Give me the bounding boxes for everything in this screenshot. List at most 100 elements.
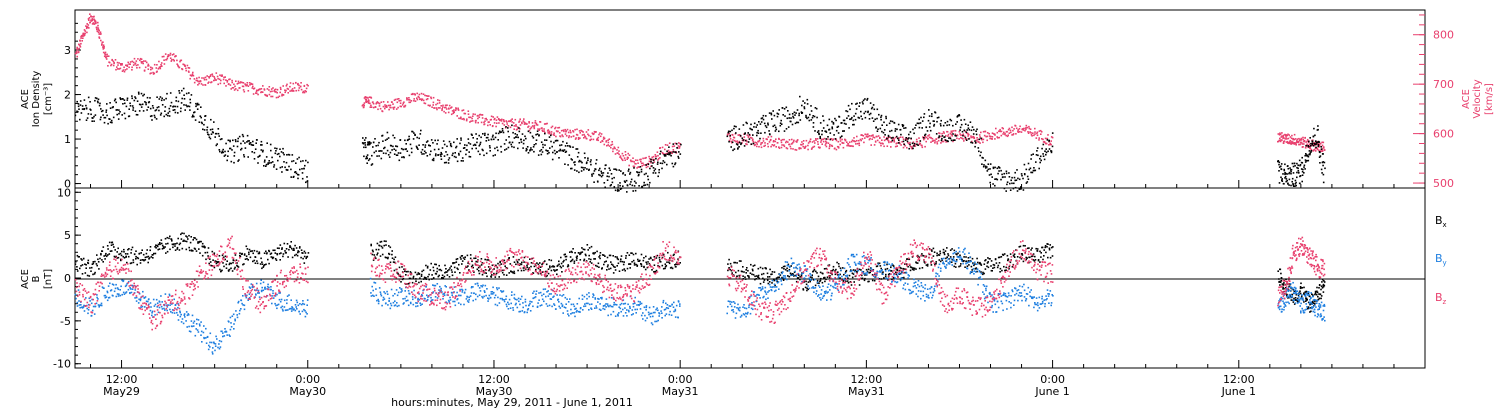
velocity-point	[285, 89, 287, 92]
velocity-point	[539, 121, 542, 123]
density-point	[1297, 164, 1299, 167]
density-point	[112, 116, 115, 119]
velocity-point	[425, 98, 428, 101]
velocity-point	[1308, 143, 1311, 146]
bx-point	[539, 266, 542, 268]
bx-point	[1282, 286, 1284, 289]
velocity-point	[477, 117, 479, 120]
bx-point	[852, 273, 855, 275]
velocity-point	[760, 143, 762, 146]
bx-point	[256, 250, 258, 253]
velocity-point	[441, 109, 443, 112]
velocity-point	[559, 135, 562, 138]
density-point	[487, 133, 489, 136]
bx-point	[926, 263, 929, 266]
density-point	[727, 131, 730, 134]
density-point	[373, 151, 376, 154]
density-point	[200, 106, 202, 108]
density-point	[92, 117, 94, 119]
density-point	[284, 166, 286, 169]
density-point	[1304, 168, 1306, 170]
bx-point	[572, 248, 574, 250]
top-right-tick-label: 800	[1433, 29, 1454, 42]
velocity-point	[960, 134, 962, 136]
density-point	[443, 155, 446, 157]
velocity-point	[292, 90, 295, 92]
bx-point	[218, 255, 221, 257]
density-point	[232, 139, 234, 142]
bx-point	[221, 269, 223, 272]
density-point	[491, 136, 494, 138]
density-point	[656, 163, 659, 165]
bx-point	[553, 265, 556, 268]
velocity-point	[603, 143, 606, 146]
density-point	[187, 105, 189, 107]
velocity-point	[1003, 131, 1005, 134]
velocity-point	[1006, 135, 1009, 138]
velocity-point	[464, 112, 467, 115]
density-point	[791, 123, 794, 126]
density-point	[185, 92, 188, 95]
density-point	[229, 147, 232, 150]
bx-point	[254, 262, 257, 264]
bx-point	[393, 261, 396, 264]
bx-point	[588, 247, 591, 249]
velocity-point	[858, 139, 860, 142]
velocity-point	[100, 39, 102, 42]
density-point	[275, 150, 277, 152]
velocity-point	[894, 136, 897, 139]
bx-point	[884, 268, 887, 271]
density-point	[1317, 144, 1320, 146]
bx-point	[215, 262, 218, 265]
bx-point	[971, 257, 974, 260]
velocity-point	[592, 138, 595, 141]
density-point	[378, 155, 380, 157]
density-point	[1292, 185, 1295, 187]
velocity-point	[150, 72, 152, 74]
density-point	[296, 158, 299, 160]
density-point	[149, 115, 152, 118]
density-point	[1297, 169, 1300, 172]
density-point	[545, 149, 547, 152]
density-point	[393, 153, 396, 155]
bx-point	[1051, 255, 1054, 257]
density-point	[1319, 155, 1322, 157]
velocity-point	[1018, 130, 1021, 133]
velocity-point	[93, 15, 95, 18]
density-point	[91, 120, 93, 122]
velocity-point	[906, 146, 908, 149]
velocity-point	[1017, 129, 1019, 131]
density-point	[758, 121, 760, 123]
density-point	[230, 160, 233, 163]
density-point	[640, 168, 643, 171]
velocity-point	[737, 134, 740, 136]
velocity-point	[166, 57, 169, 60]
velocity-point	[837, 146, 840, 148]
bx-point	[161, 248, 164, 250]
density-point	[1014, 186, 1017, 189]
density-point	[570, 158, 573, 160]
density-point	[290, 168, 292, 171]
velocity-point	[810, 148, 813, 150]
velocity-point	[939, 132, 941, 135]
velocity-point	[873, 144, 876, 146]
bx-point	[594, 258, 596, 260]
velocity-point	[199, 80, 202, 83]
velocity-point	[88, 19, 90, 21]
velocity-point	[292, 82, 295, 85]
velocity-point	[835, 148, 838, 151]
velocity-point	[870, 135, 872, 137]
bx-point	[1032, 253, 1035, 255]
bx-point	[274, 258, 277, 260]
density-point	[652, 159, 655, 162]
bx-point	[831, 273, 833, 276]
density-point	[1306, 154, 1309, 157]
velocity-point	[854, 140, 857, 143]
bx-point	[793, 275, 795, 277]
velocity-point	[78, 43, 80, 46]
bx-point	[1009, 253, 1012, 255]
bx-point	[513, 270, 515, 273]
bx-point	[843, 273, 845, 276]
velocity-point	[1293, 142, 1295, 144]
velocity-point	[752, 140, 755, 143]
